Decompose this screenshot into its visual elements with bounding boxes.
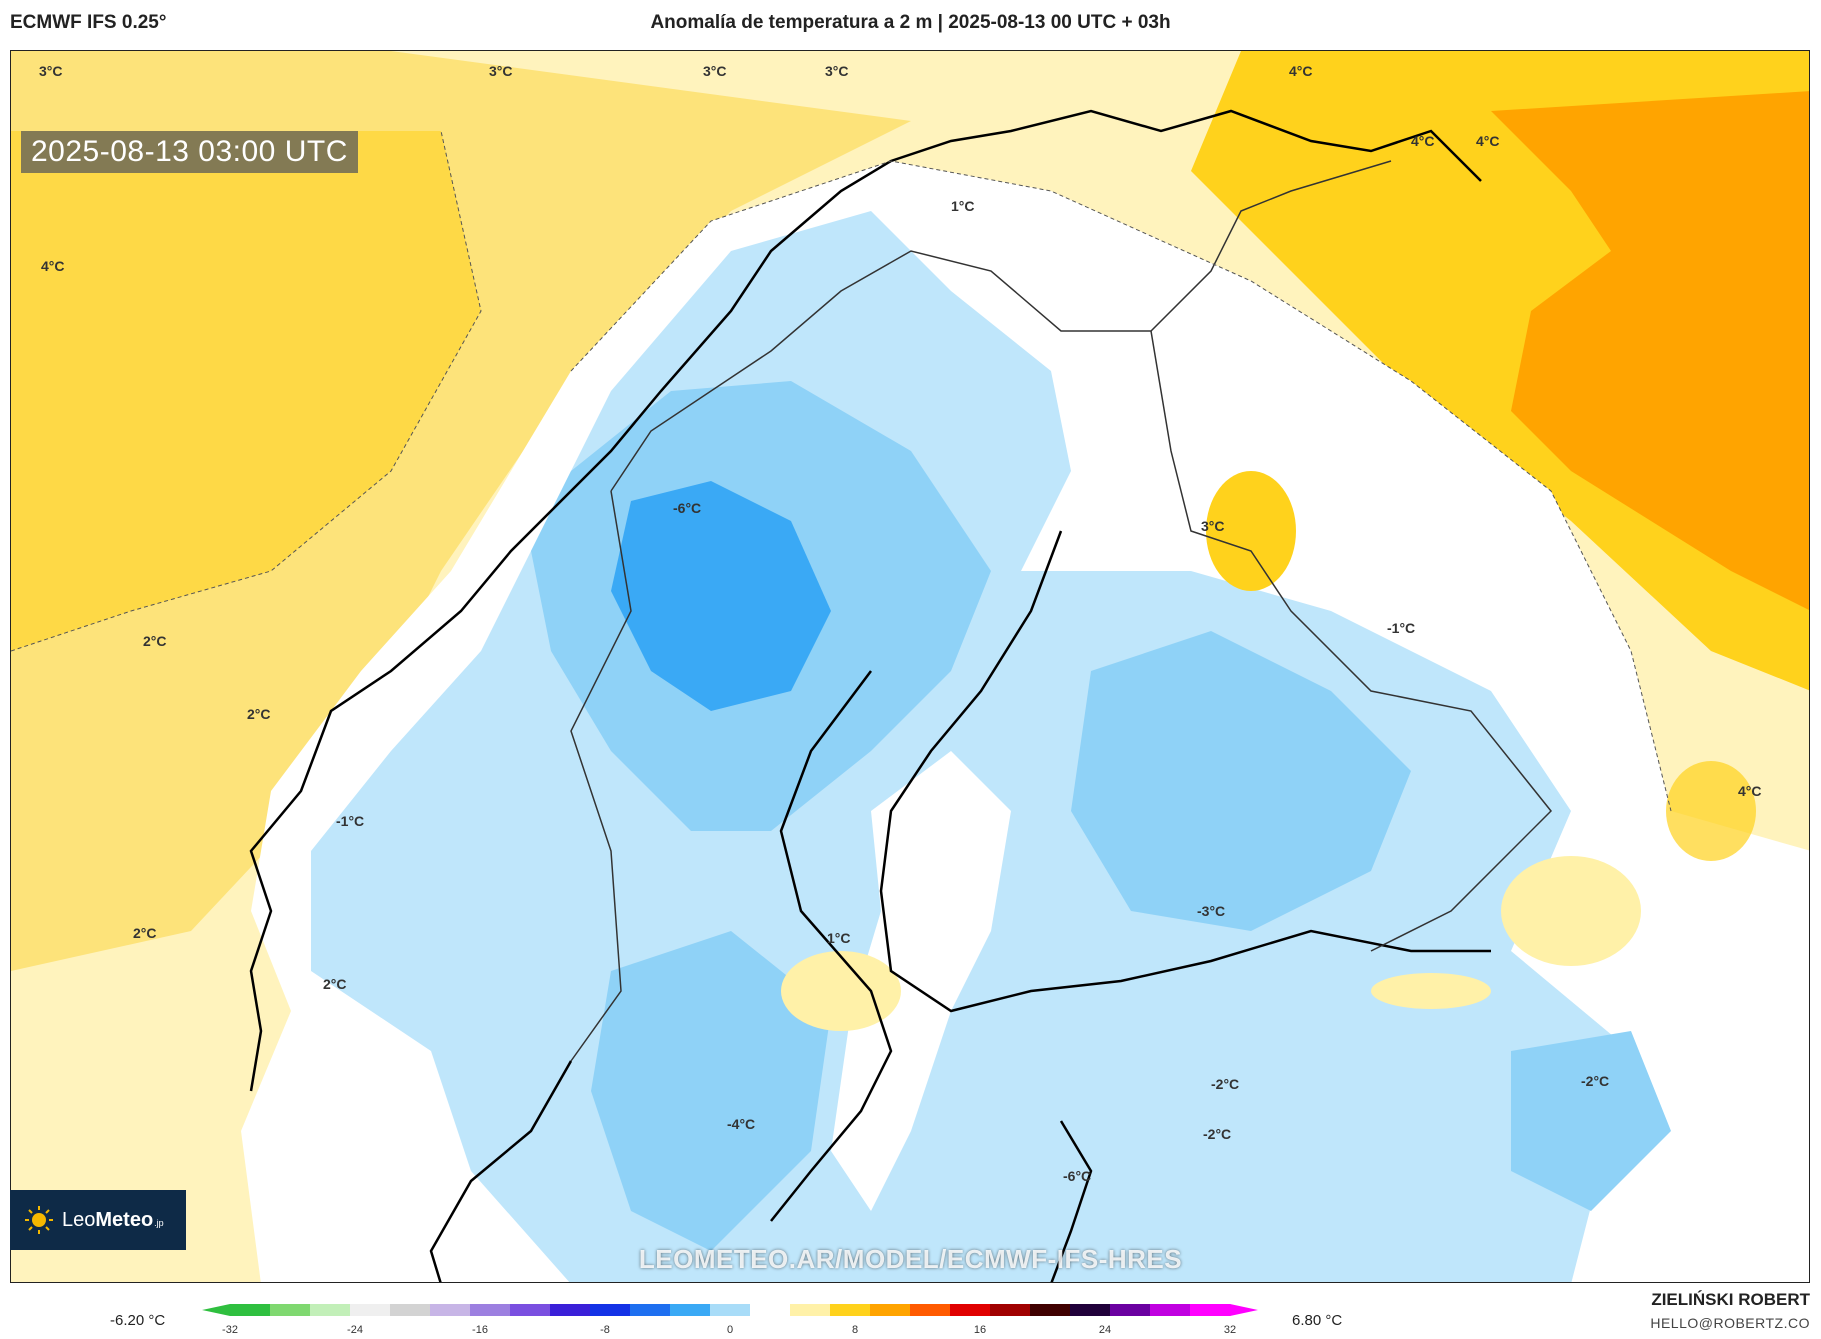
colorbar-cell (670, 1304, 711, 1316)
colorbar: -32 -24 -16 -8 0 8 16 24 32 (202, 1304, 1258, 1336)
contour-label: 4°C (41, 258, 65, 274)
colorbar-cell (750, 1304, 791, 1316)
colorbar-tick-label: 8 (852, 1324, 858, 1336)
colorbar-cell (870, 1304, 911, 1316)
sweden-south-coastline (429, 1060, 573, 1282)
logo-text: LeoMeteo.jp (62, 1208, 164, 1231)
colorbar-tick-label: -8 (600, 1324, 610, 1336)
author-name: ZIELIŃSKI ROBERT (1651, 1290, 1810, 1309)
contour-label: 1°C (951, 198, 975, 214)
colorbar-tick-label: 0 (727, 1324, 733, 1336)
contour-label: -2°C (1203, 1126, 1231, 1142)
colorbar-cell (830, 1304, 871, 1316)
contour-label: 3°C (489, 63, 513, 79)
valid-time-badge: 2025-08-13 03:00 UTC (21, 131, 358, 173)
contour-label: 3°C (703, 63, 727, 79)
sun-icon (25, 1206, 53, 1234)
contour-label: -6°C (673, 500, 701, 516)
contour-label: -1°C (336, 813, 364, 829)
leometeo-logo[interactable]: LeoMeteo.jp (10, 1190, 186, 1250)
colorbar-min-arrow (202, 1304, 230, 1316)
colorbar-cell (550, 1304, 591, 1316)
contour-label: -2°C (1581, 1073, 1609, 1089)
finland-russia-border (1150, 330, 1553, 952)
contour-label: 4°C (1411, 133, 1435, 149)
zero-contour (570, 160, 1672, 812)
ocean-contour (11, 130, 482, 652)
colorbar-cell (1110, 1304, 1151, 1316)
temperature-anomaly-map[interactable]: 3°C 3°C 3°C 3°C 4°C 4°C 1°C 4°C 4°C -6°C 3°C 2°C -1°… (10, 50, 1810, 1283)
colorbar-cell (1190, 1304, 1231, 1316)
baltic-east-coastline (1050, 1120, 1093, 1282)
colorbar-cell (390, 1304, 431, 1316)
colorbar-cell (310, 1304, 351, 1316)
colorbar-cell (910, 1304, 951, 1316)
colorbar-cell (230, 1304, 271, 1316)
moderate-cold-region-sweden (591, 931, 831, 1251)
colorbar-min-label: -6.20 °C (110, 1312, 166, 1329)
contour-label: 4°C (1289, 63, 1313, 79)
source-watermark: LEOMETEO.AR/MODEL/ECMWF-IFS-HRES (638, 1244, 1183, 1274)
contour-label: 3°C (1201, 518, 1225, 534)
colorbar-tick-label: -16 (472, 1324, 488, 1336)
colorbar-cell (790, 1304, 831, 1316)
colorbar-cell (1070, 1304, 1111, 1316)
warm-patch-sweden (781, 951, 901, 1031)
contour-label: 3°C (825, 63, 849, 79)
contour-label: 2°C (143, 633, 167, 649)
sweden-inner-border (570, 490, 632, 1062)
contour-label: -2°C (1211, 1076, 1239, 1092)
contour-label: 3°C (39, 63, 63, 79)
colorbar-cell (990, 1304, 1031, 1316)
colorbar-cell (430, 1304, 471, 1316)
colorbar-cell (950, 1304, 991, 1316)
contour-label: -6°C (1063, 1168, 1091, 1184)
colorbar-cell (710, 1304, 751, 1316)
colorbar-tick-label: 32 (1224, 1324, 1236, 1336)
colorbar-max-arrow (1230, 1304, 1258, 1316)
contour-label: -1°C (1387, 620, 1415, 636)
norway-sweden-border (610, 160, 1392, 492)
contour-label: 4°C (1738, 783, 1762, 799)
colorbar-cell (590, 1304, 631, 1316)
warm-patch-east (1501, 856, 1641, 966)
contour-label: 2°C (323, 976, 347, 992)
contour-label: 4°C (1476, 133, 1500, 149)
contour-label: -4°C (727, 1116, 755, 1132)
colorbar-cell (350, 1304, 391, 1316)
contour-label: 1°C (827, 930, 851, 946)
contour-labels: 3°C 3°C 3°C 3°C 4°C 4°C 1°C 4°C 4°C -6°C 3°C 2°C -1°… (39, 63, 1762, 1184)
sweden-east-coastline (770, 670, 893, 1222)
warm-patch-gulf (1371, 973, 1491, 1009)
warm-patch-far-east (1666, 761, 1756, 861)
contour-label: -3°C (1197, 903, 1225, 919)
colorbar-max-label: 6.80 °C (1292, 1312, 1343, 1329)
model-title: ECMWF IFS 0.25° (10, 12, 167, 33)
moderate-cold-region-finland (1071, 631, 1411, 931)
map-title: Anomalía de temperatura a 2 m | 2025-08-… (650, 12, 1171, 33)
colorbar-cell (1030, 1304, 1071, 1316)
gulf-of-bothnia-coastline (879, 530, 1491, 1013)
baltic-sea (831, 751, 1011, 1211)
colorbar-cell (1150, 1304, 1191, 1316)
map-canvas: 3°C 3°C 3°C 3°C 4°C 4°C 1°C 4°C 4°C -6°C 3°C 2°C -1°… (11, 51, 1809, 1282)
colorbar-tick-label: -32 (222, 1324, 238, 1336)
colorbar-cell (630, 1304, 671, 1316)
colorbar-tick-label: 16 (974, 1324, 986, 1336)
norway-coastline (249, 109, 1482, 1092)
contour-label: 2°C (133, 925, 157, 941)
colorbar-tick-label: 24 (1099, 1324, 1111, 1336)
warm-patch-coast (1206, 471, 1296, 591)
contour-label: 2°C (247, 706, 271, 722)
colorbar-cell (270, 1304, 311, 1316)
strong-cold-core (611, 481, 831, 711)
colorbar-cell (510, 1304, 551, 1316)
colorbar-cell (470, 1304, 511, 1316)
moderate-cold-region-russia (1511, 1031, 1671, 1211)
ocean-warm-region (11, 131, 481, 651)
strong-warm-region (1491, 91, 1809, 610)
author-email[interactable]: HELLO@ROBERTZ.CO (1650, 1315, 1810, 1331)
colorbar-tick-label: -24 (347, 1324, 363, 1336)
